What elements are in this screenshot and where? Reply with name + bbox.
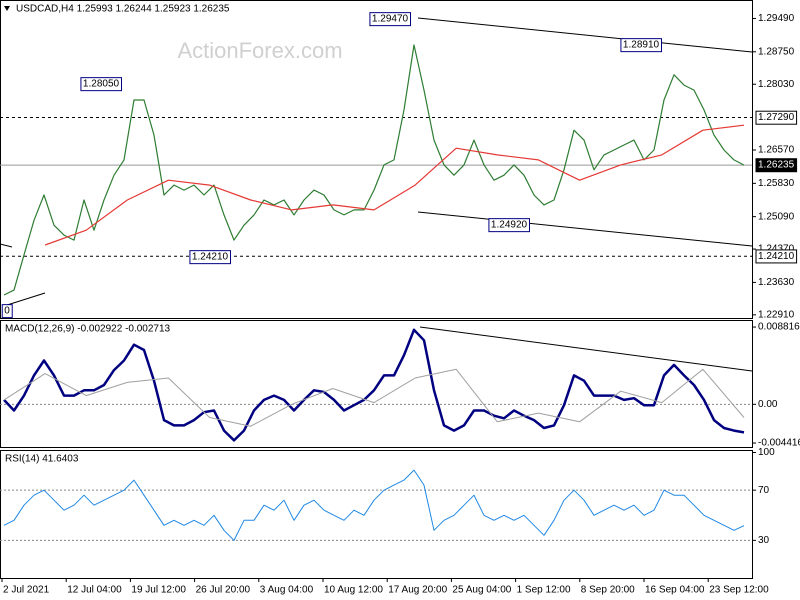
panel-title: MACD(12,26,9) -0.002922 -0.002713 [5, 324, 171, 335]
label-box [755, 110, 798, 125]
annotation: 1.24210 [192, 252, 229, 263]
annotation: 1.24920 [491, 220, 528, 231]
y-tick-label: 1.29490 [758, 13, 795, 24]
series-line [3, 469, 745, 541]
y-tick-label: -0.004416 [758, 438, 800, 449]
x-tick-label: 3 Aug 04:00 [260, 585, 314, 596]
y-tick-label: 0.008816 [758, 322, 800, 333]
x-tick-label: 26 Jul 20:00 [196, 585, 251, 596]
label-box [369, 12, 412, 27]
y-tick-label: 0.00 [758, 399, 778, 410]
annotation: 0 [4, 306, 10, 317]
annotation: 1.28910 [623, 40, 660, 51]
y-tick-label: 1.28030 [758, 79, 795, 90]
series-line [3, 368, 745, 427]
panel-frame [0, 450, 753, 579]
y-tick-label: 70 [758, 485, 770, 496]
y-tick-label: 1.28750 [758, 46, 795, 57]
label-box [189, 250, 232, 265]
label-box [755, 158, 798, 173]
x-tick-label: 12 Jul 04:00 [67, 585, 122, 596]
x-tick-label: 1 Sep 12:00 [517, 585, 571, 596]
current-price-label: 1.26235 [758, 160, 795, 171]
series-line [44, 124, 745, 246]
label-box [1, 304, 13, 319]
panel-title: RSI(14) 41.6403 [5, 454, 79, 465]
level-label: 1.24210 [758, 251, 795, 262]
trendline [419, 326, 753, 372]
label-box [620, 38, 663, 53]
y-tick-label: 1.22910 [758, 309, 795, 320]
label-box [755, 249, 798, 264]
trendline [417, 17, 753, 53]
series-line [3, 328, 745, 442]
y-tick-label: 1.25830 [758, 178, 795, 189]
x-tick-label: 8 Sep 20:00 [581, 585, 635, 596]
y-tick-label: 1.23630 [758, 277, 795, 288]
x-tick-label: 17 Aug 20:00 [388, 585, 447, 596]
title-arrow [4, 6, 10, 11]
panel-frame [0, 320, 753, 448]
annotation: 1.29470 [372, 14, 409, 25]
x-tick-label: 23 Sep 12:00 [709, 585, 769, 596]
watermark: ActionForex.com [177, 38, 342, 63]
trendline [3, 292, 46, 307]
label-box [488, 218, 531, 233]
trendlines [0, 17, 753, 372]
trendline [417, 211, 753, 247]
y-tick-label: 1.26570 [758, 145, 795, 156]
x-tick-label: 10 Aug 12:00 [324, 585, 383, 596]
x-tick-label: 16 Sep 04:00 [645, 585, 705, 596]
y-tick-label: 30 [758, 535, 770, 546]
label-box [80, 77, 123, 92]
panel-frame [0, 0, 753, 319]
trendline [0, 243, 13, 248]
y-tick-label: 100 [758, 447, 775, 458]
panel-title: USDCAD,H4 1.25993 1.26244 1.25923 1.2623… [16, 4, 230, 15]
series-line [3, 44, 745, 296]
x-tick-label: 19 Jul 12:00 [131, 585, 186, 596]
level-label: 1.27290 [758, 112, 795, 123]
y-tick-label: 1.24370 [758, 244, 795, 255]
x-tick-label: 2 Jul 2021 [3, 585, 50, 596]
x-tick-label: 25 Aug 04:00 [452, 585, 511, 596]
annotation: 1.28050 [83, 79, 120, 90]
y-tick-label: 1.25090 [758, 211, 795, 222]
